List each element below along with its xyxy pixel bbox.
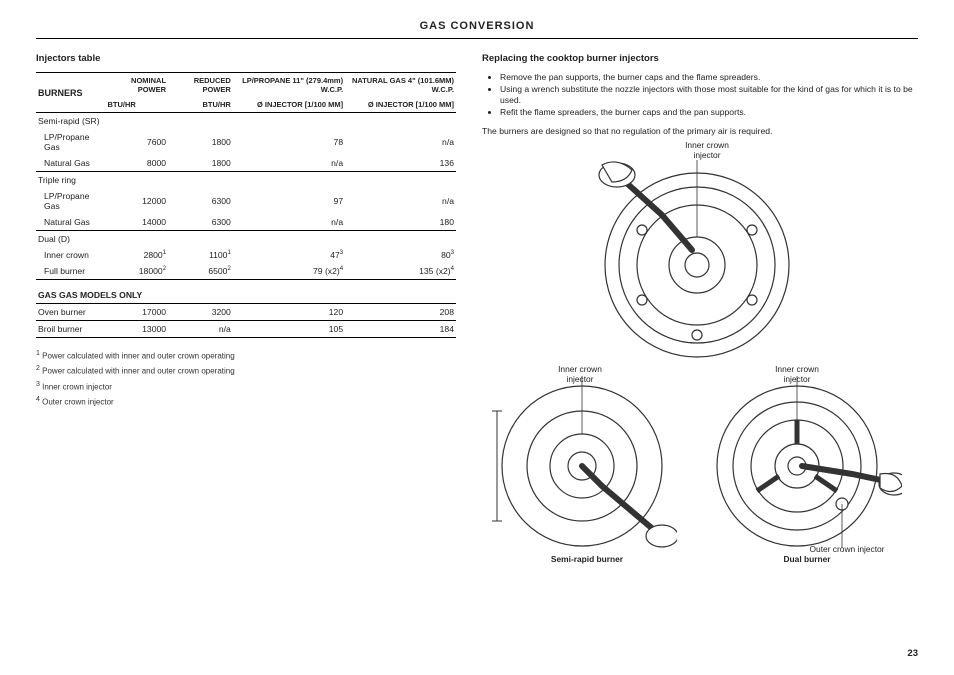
label-outer-br: Outer crown injector <box>787 544 907 554</box>
group-name: Dual (D) <box>36 231 456 248</box>
footnote: 4 Outer crown injector <box>36 394 456 409</box>
table-cell: 65002 <box>168 263 233 280</box>
table-cell: 78 <box>233 129 345 155</box>
table-cell: 14000 <box>106 214 169 231</box>
footnotes: 1 Power calculated with inner and outer … <box>36 348 456 410</box>
table-cell: 79 (x2)4 <box>233 263 345 280</box>
table-cell: 8000 <box>106 155 169 172</box>
injectors-table-heading: Injectors table <box>36 53 456 64</box>
table-cell: n/a <box>168 321 233 338</box>
label-inner-top: Inner crowninjector <box>667 140 747 160</box>
table-cell: 136 <box>345 155 456 172</box>
right-column: Replacing the cooktop burner injectors R… <box>482 53 918 566</box>
table-row: LP/Propane Gas 7600180078n/a <box>36 129 456 155</box>
col-btu1: BTU/HR <box>106 97 169 113</box>
page-number: 23 <box>907 648 918 659</box>
table-row: Inner crown 2800111001473803 <box>36 247 456 263</box>
table-row: Natural Gas 140006300n/a180 <box>36 214 456 231</box>
table-row: Oven burner170003200120208 <box>36 304 456 321</box>
label-inner-br: Inner crowninjector <box>757 364 837 384</box>
table-cell: 11001 <box>168 247 233 263</box>
label-inner-bl: Inner crowninjector <box>540 364 620 384</box>
table-cell: 803 <box>345 247 456 263</box>
caption-semi-rapid: Semi-rapid burner <box>527 554 647 564</box>
gas-only-heading: GAS GAS MODELS ONLY <box>36 280 456 304</box>
col-burners: BURNERS <box>36 73 106 113</box>
table-row: Natural Gas 80001800n/a136 <box>36 155 456 172</box>
note-paragraph: The burners are designed so that no regu… <box>482 126 918 136</box>
footnote: 1 Power calculated with inner and outer … <box>36 348 456 363</box>
col-ng: NATURAL GAS 4" (101.6MM) W.C.P. <box>345 73 456 98</box>
table-cell: 17000 <box>106 304 169 321</box>
table-cell: 1800 <box>168 129 233 155</box>
table-cell: 13000 <box>106 321 169 338</box>
table-cell: n/a <box>233 155 345 172</box>
table-row: Full burner 1800026500279 (x2)4135 (x2)4 <box>36 263 456 280</box>
replace-heading: Replacing the cooktop burner injectors <box>482 53 918 64</box>
table-cell: 7600 <box>106 129 169 155</box>
col-btu2: BTU/HR <box>168 97 233 113</box>
table-cell: 135 (x2)4 <box>345 263 456 280</box>
instruction-item: Remove the pan supports, the burner caps… <box>500 72 918 84</box>
col-inj1: Ø INJECTOR [1/100 MM] <box>233 97 345 113</box>
instruction-item: Refit the flame spreaders, the burner ca… <box>500 107 918 119</box>
table-row: LP/Propane Gas 12000630097n/a <box>36 188 456 214</box>
table-cell: 473 <box>233 247 345 263</box>
page-title: GAS CONVERSION <box>36 20 918 39</box>
group-name: Semi-rapid (SR) <box>36 113 456 130</box>
table-cell: 12000 <box>106 188 169 214</box>
col-inj2: Ø INJECTOR [1/100 MM] <box>345 97 456 113</box>
left-column: Injectors table BURNERS NOMINAL POWER RE… <box>36 53 456 566</box>
top-burner-diagram <box>592 160 802 370</box>
caption-dual: Dual burner <box>757 554 857 564</box>
footnote: 2 Power calculated with inner and outer … <box>36 363 456 378</box>
table-cell: 97 <box>233 188 345 214</box>
injectors-table: BURNERS NOMINAL POWER REDUCED POWER LP/P… <box>36 72 456 338</box>
instruction-list: Remove the pan supports, the burner caps… <box>482 72 918 118</box>
col-lp: LP/PROPANE 11" (279.4mm) W.C.P. <box>233 73 345 98</box>
table-cell: 180002 <box>106 263 169 280</box>
diagrams-area: Inner crowninjector Inner crowninjector <box>482 146 918 566</box>
col-nominal: NOMINAL POWER <box>106 73 169 98</box>
table-cell: 120 <box>233 304 345 321</box>
table-cell: 1800 <box>168 155 233 172</box>
instruction-item: Using a wrench substitute the nozzle inj… <box>500 84 918 107</box>
table-cell: 28001 <box>106 247 169 263</box>
table-cell: n/a <box>345 188 456 214</box>
semi-rapid-diagram <box>482 376 677 551</box>
table-cell: n/a <box>233 214 345 231</box>
footnote: 3 Inner crown injector <box>36 379 456 394</box>
table-row: Broil burner13000n/a105184 <box>36 321 456 338</box>
table-cell: 6300 <box>168 188 233 214</box>
col-reduced: REDUCED POWER <box>168 73 233 98</box>
group-name: Triple ring <box>36 172 456 189</box>
table-cell: 208 <box>345 304 456 321</box>
table-cell: 184 <box>345 321 456 338</box>
dual-burner-diagram <box>702 376 902 551</box>
table-cell: 3200 <box>168 304 233 321</box>
table-cell: 105 <box>233 321 345 338</box>
table-cell: n/a <box>345 129 456 155</box>
table-cell: 6300 <box>168 214 233 231</box>
table-cell: 180 <box>345 214 456 231</box>
